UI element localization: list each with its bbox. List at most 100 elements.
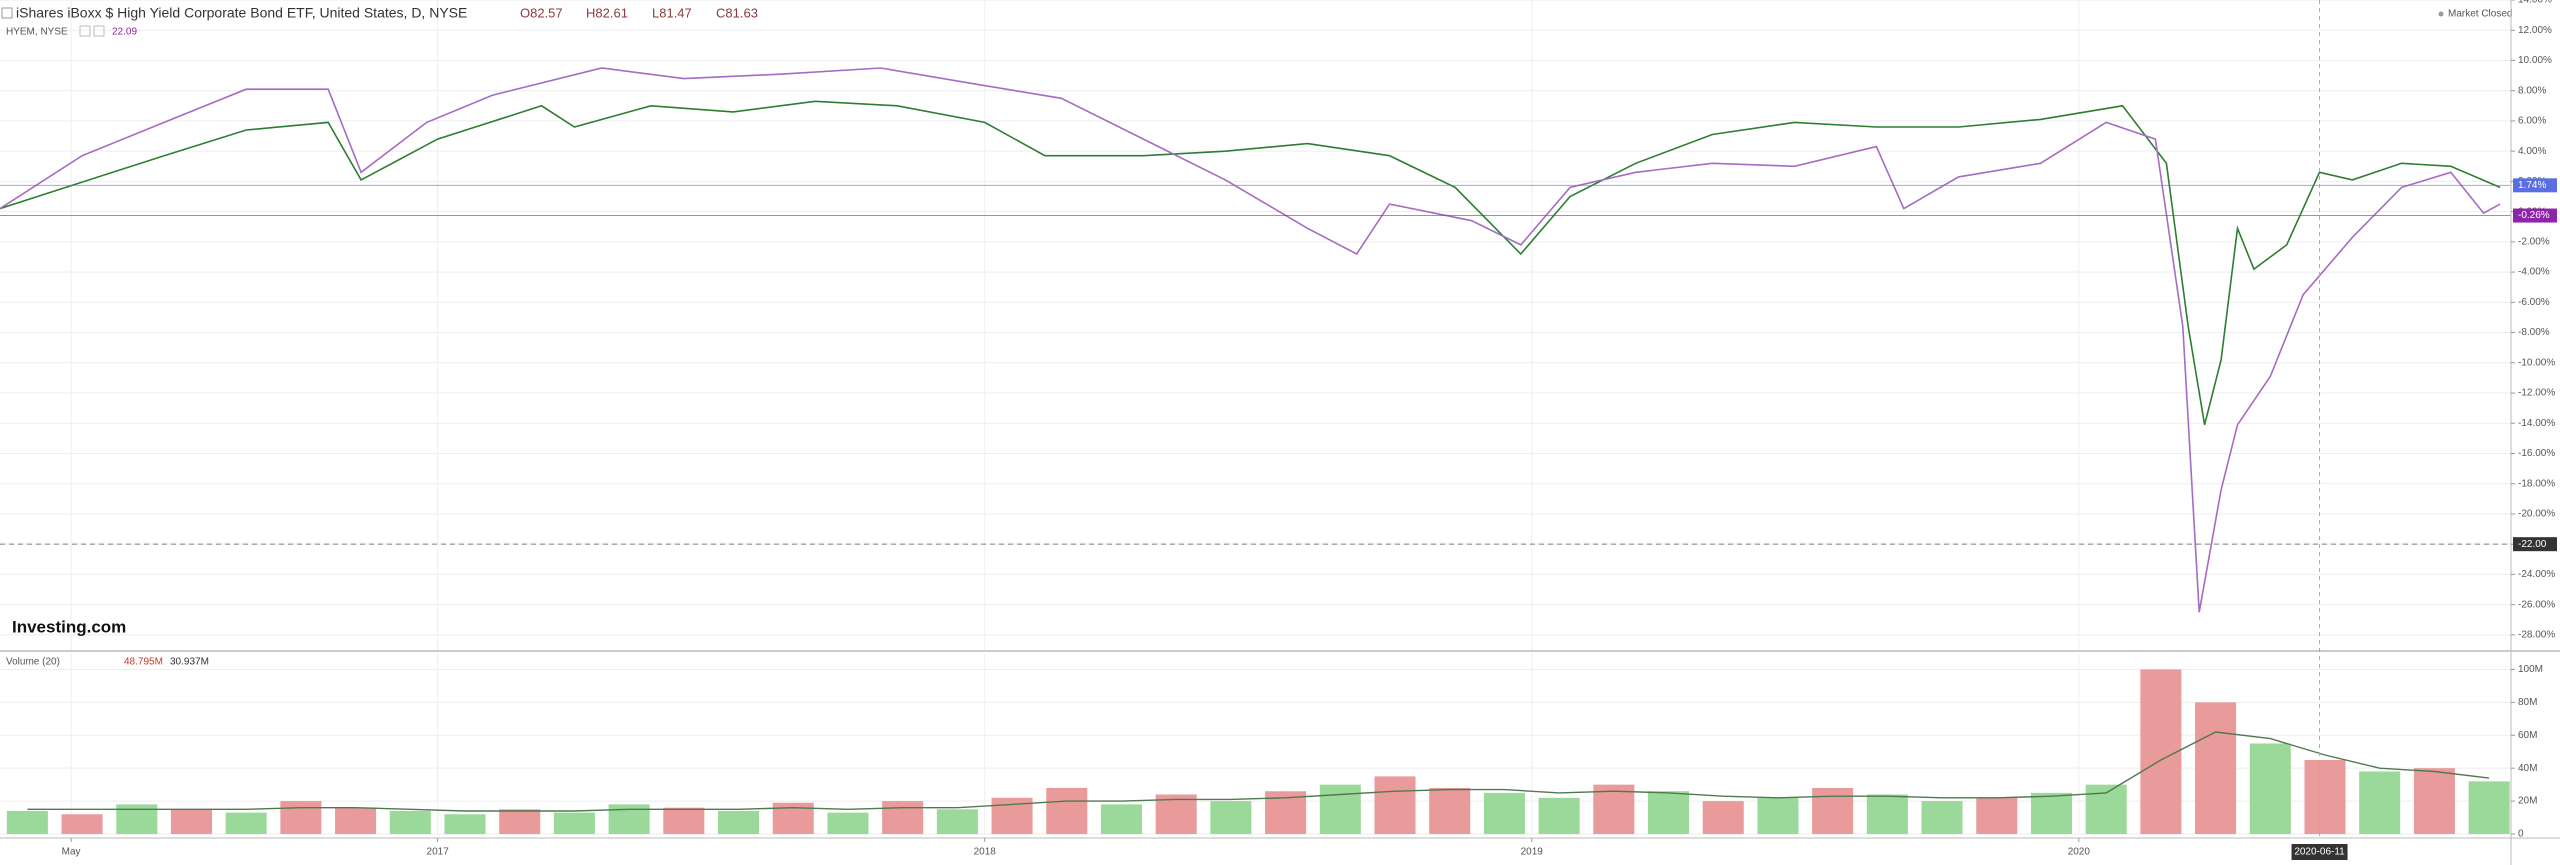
volume-bar [1648,791,1690,834]
volume-bar [2468,781,2510,834]
volume-bar [882,801,924,834]
volume-bar [1757,797,1799,834]
y-tick-label: 100M [2518,664,2543,675]
y-tick-label: -28.00% [2518,630,2555,641]
volume-bar [444,814,486,834]
mark-layer [0,0,2511,838]
y-tick-label: -16.00% [2518,448,2555,459]
marker-label: -0.26% [2518,210,2550,221]
volume-bar [2140,669,2182,834]
y-tick-label: -24.00% [2518,569,2555,580]
volume-ma-line [27,731,2490,812]
volume-bar [827,812,869,834]
ohlc-close: C81.63 [716,5,758,20]
y-tick-label: -6.00% [2518,297,2550,308]
x-tick-label: 2019 [1521,847,1544,858]
volume-title: Volume (20) [6,657,60,668]
volume-bar [936,809,978,834]
volume-bar [1812,787,1854,834]
crosshair-label: 2020-06-11 [2294,847,2345,858]
volume-bar [1210,801,1252,834]
compare-symbol: HYEM, NYSE [6,27,68,38]
y-tick-label: -26.00% [2518,599,2555,610]
volume-bar [389,810,431,834]
volume-bar [2249,743,2291,834]
marker-box [2513,208,2557,223]
y-tick-label: 8.00% [2518,85,2546,96]
volume-bar [718,810,760,834]
volume-bar [1100,804,1142,834]
volume-bar [280,801,322,834]
volume-bar [61,814,103,834]
volume-bar [225,812,267,834]
y-tick-label: -2.00% [2518,237,2550,248]
volume-bar [170,809,212,834]
volume-bar [2413,768,2455,834]
y-tick-label: 80M [2518,697,2537,708]
volume-bar [2304,759,2346,834]
ohlc-low: L81.47 [652,5,692,20]
volume-bar [1593,784,1635,834]
crosshair-box [2291,844,2348,860]
settings-icon[interactable] [79,25,91,37]
volume-bar [1921,801,1963,834]
volume-bar [1866,794,1908,834]
volume-bar [1538,797,1580,834]
price-line [0,100,2501,425]
ohlc-open: O82.57 [520,5,563,20]
chart-title: iShares iBoxx $ High Yield Corporate Bon… [16,5,467,21]
marker-box [2513,178,2557,193]
y-tick-label: -18.00% [2518,478,2555,489]
volume-bar [663,807,705,834]
collapse-icon[interactable] [1,7,13,19]
y-tick-label: -4.00% [2518,267,2550,278]
market-status: Market Closed [2448,9,2512,20]
volume-bar [2085,784,2127,834]
volume-bar [1155,794,1197,834]
y-tick-label: -12.00% [2518,388,2555,399]
volume-bar [1483,792,1525,834]
x-tick-label: May [62,847,81,858]
x-tick-label: 2018 [974,847,997,858]
y-tick-label: 0 [2518,829,2524,840]
y-tick-label: 12.00% [2518,25,2552,36]
ohlc-high: H82.61 [586,5,628,20]
compare-value: 22.09 [112,27,137,38]
volume-bar [499,809,541,834]
y-tick-label: 60M [2518,730,2537,741]
volume-bar [1046,787,1088,834]
volume-value: 48.795M [124,657,163,668]
y-tick-label: 40M [2518,763,2537,774]
price-line [0,67,2501,613]
volume-bar [1702,801,1744,834]
x-tick-label: 2020 [2068,847,2091,858]
y-tick-label: -20.00% [2518,509,2555,520]
y-tick-label: 4.00% [2518,146,2546,157]
status-dot [2438,11,2444,17]
y-tick-label: -10.00% [2518,357,2555,368]
y-tick-label: -14.00% [2518,418,2555,429]
volume-bar [1976,797,2018,834]
logo: Investing.com [12,617,126,636]
y-tick-label: -8.00% [2518,327,2550,338]
volume-ma-value: 30.937M [170,657,209,668]
y-tick-label: 6.00% [2518,116,2546,127]
volume-bar [2359,771,2401,834]
volume-bar [2030,792,2072,834]
volume-bar [1374,776,1416,834]
marker-box [2513,537,2557,552]
volume-bar [335,807,377,834]
volume-bar [2195,702,2237,834]
marker-label: 1.74% [2518,180,2546,191]
volume-bar [6,810,48,834]
y-tick-label: 20M [2518,796,2537,807]
volume-bar [1429,787,1471,834]
x-tick-label: 2017 [427,847,450,858]
marker-label: -22.00 [2518,539,2547,550]
y-tick-label: 14.00% [2518,0,2552,6]
volume-bar [553,812,595,834]
close-icon[interactable] [93,25,105,37]
volume-bar [1319,784,1361,834]
y-tick-label: 10.00% [2518,55,2552,66]
